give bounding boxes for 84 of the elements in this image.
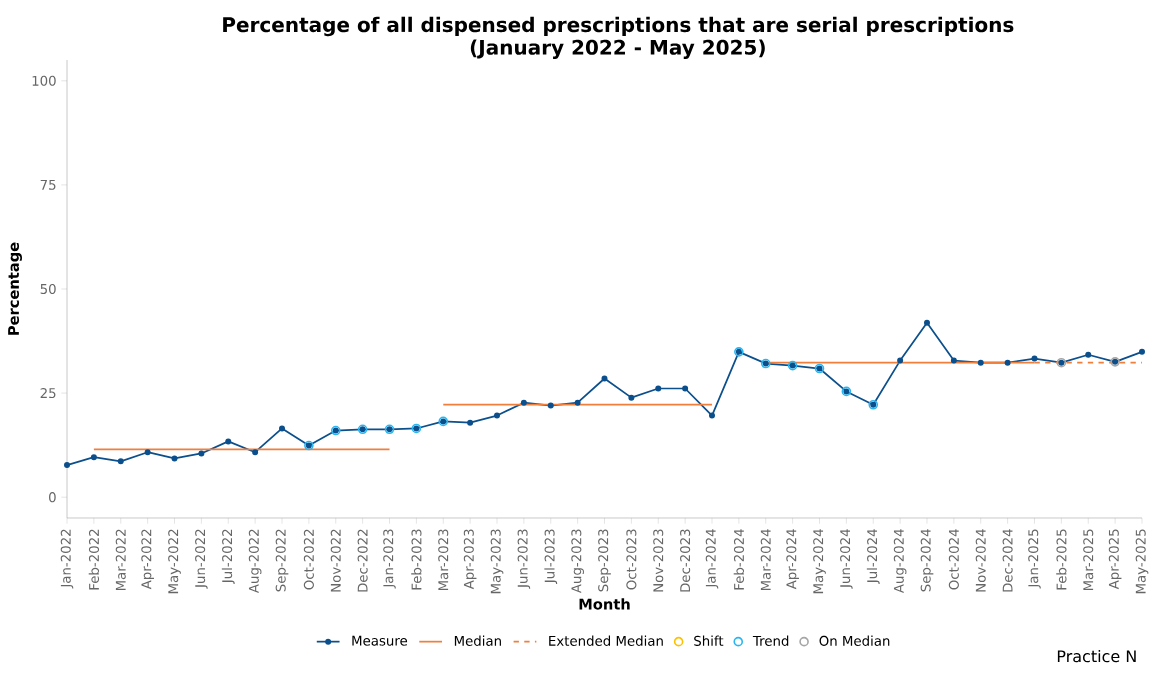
x-tick-label: Dec-2023 bbox=[680, 529, 691, 592]
x-tick-label: Sep-2022 bbox=[275, 529, 289, 592]
point bbox=[1004, 359, 1011, 366]
x-tick-label: Nov-2023 bbox=[653, 529, 664, 592]
x-tick-label: Nov-2022 bbox=[330, 529, 341, 592]
point bbox=[655, 385, 662, 392]
legend-label: On Median bbox=[819, 635, 890, 646]
x-tick-label: Jul-2022 bbox=[221, 529, 235, 584]
x-tick-label: Jul-2023 bbox=[544, 529, 558, 584]
x-tick-label: Mar-2025 bbox=[1083, 529, 1094, 591]
point bbox=[144, 449, 151, 456]
chart-title: Percentage of all dispensed prescriptions that are serial prescriptions bbox=[223, 16, 1014, 37]
chart-subtitle: (January 2022 - May 2025) bbox=[470, 39, 765, 59]
y-tick-label: 75 bbox=[40, 179, 56, 190]
point bbox=[520, 399, 527, 406]
x-tick-label: Jan-2022 bbox=[60, 529, 74, 589]
point bbox=[467, 419, 474, 426]
x-tick-label: Feb-2024 bbox=[733, 529, 745, 590]
x-tick-label: Apr-2025 bbox=[1108, 529, 1122, 590]
point bbox=[709, 412, 716, 419]
legend-label: Extended Median bbox=[549, 635, 663, 646]
text: Practice N bbox=[1057, 649, 1136, 663]
legend-label: Shift bbox=[694, 635, 724, 646]
x-axis-title: Month bbox=[579, 598, 630, 610]
point bbox=[1031, 355, 1038, 362]
point bbox=[628, 394, 635, 401]
point bbox=[601, 375, 608, 382]
x-tick-label: May-2023 bbox=[490, 529, 504, 594]
legend-label: Trend bbox=[752, 635, 789, 646]
point bbox=[682, 385, 689, 392]
x-tick-label: Jul-2024 bbox=[866, 529, 880, 584]
y-tick-label: 100 bbox=[32, 75, 56, 86]
legend-label: Median bbox=[454, 635, 501, 646]
y-axis-title: Percentage bbox=[8, 242, 22, 335]
x-tick-label: Aug-2023 bbox=[571, 529, 584, 594]
x-tick-label: May-2025 bbox=[1135, 529, 1149, 594]
point bbox=[90, 454, 97, 461]
point bbox=[171, 455, 178, 462]
point bbox=[1085, 351, 1092, 358]
point bbox=[574, 399, 581, 406]
x-tick-label: Jun-2023 bbox=[517, 529, 531, 589]
x-tick-label: Feb-2025 bbox=[1056, 529, 1067, 590]
point bbox=[1138, 348, 1145, 355]
x-tick-label: Mar-2024 bbox=[760, 529, 771, 591]
x-tick-label: Jun-2022 bbox=[195, 529, 208, 589]
x-tick-label: Feb-2022 bbox=[88, 529, 100, 590]
point bbox=[225, 438, 232, 445]
x-tick-label: Mar-2023 bbox=[438, 529, 449, 591]
point bbox=[198, 450, 205, 457]
y-tick-label: 0 bbox=[49, 492, 56, 503]
point bbox=[117, 458, 124, 465]
point bbox=[279, 425, 286, 432]
x-tick-label: Dec-2022 bbox=[357, 529, 368, 592]
legend-label: Measure bbox=[352, 635, 408, 646]
point bbox=[897, 357, 904, 364]
point bbox=[924, 319, 930, 326]
y-tick-label: 50 bbox=[40, 283, 56, 295]
x-tick-label: Feb-2023 bbox=[411, 529, 422, 590]
x-tick-label: Dec-2024 bbox=[1002, 529, 1013, 592]
point bbox=[64, 462, 71, 469]
x-tick-label: Apr-2023 bbox=[463, 529, 477, 590]
x-tick-label: Mar-2022 bbox=[115, 529, 126, 591]
x-tick-label: Apr-2024 bbox=[786, 529, 799, 590]
point bbox=[494, 412, 501, 419]
x-tick-label: Sep-2024 bbox=[920, 529, 934, 592]
point bbox=[252, 449, 259, 456]
x-tick-label: Oct-2024 bbox=[948, 529, 959, 590]
x-tick-label: Jan-2024 bbox=[705, 529, 719, 589]
x-tick-label: Oct-2023 bbox=[626, 529, 637, 590]
x-tick-label: May-2022 bbox=[168, 529, 181, 594]
x-tick-label: Jan-2025 bbox=[1028, 529, 1041, 589]
x-tick-label: Apr-2022 bbox=[141, 529, 154, 590]
x-tick-label: Jun-2024 bbox=[840, 529, 853, 589]
x-tick-label: Aug-2022 bbox=[248, 529, 262, 594]
x-tick-label: Nov-2024 bbox=[975, 529, 986, 592]
point bbox=[547, 402, 554, 409]
x-tick-label: May-2024 bbox=[813, 529, 826, 594]
y-tick-label: 25 bbox=[40, 388, 56, 399]
point bbox=[977, 359, 984, 366]
x-tick-label: Aug-2024 bbox=[893, 529, 907, 594]
x-tick-label: Oct-2022 bbox=[303, 529, 314, 590]
point bbox=[950, 357, 957, 364]
x-tick-label: Sep-2023 bbox=[598, 529, 611, 592]
x-tick-label: Jan-2023 bbox=[383, 529, 396, 589]
